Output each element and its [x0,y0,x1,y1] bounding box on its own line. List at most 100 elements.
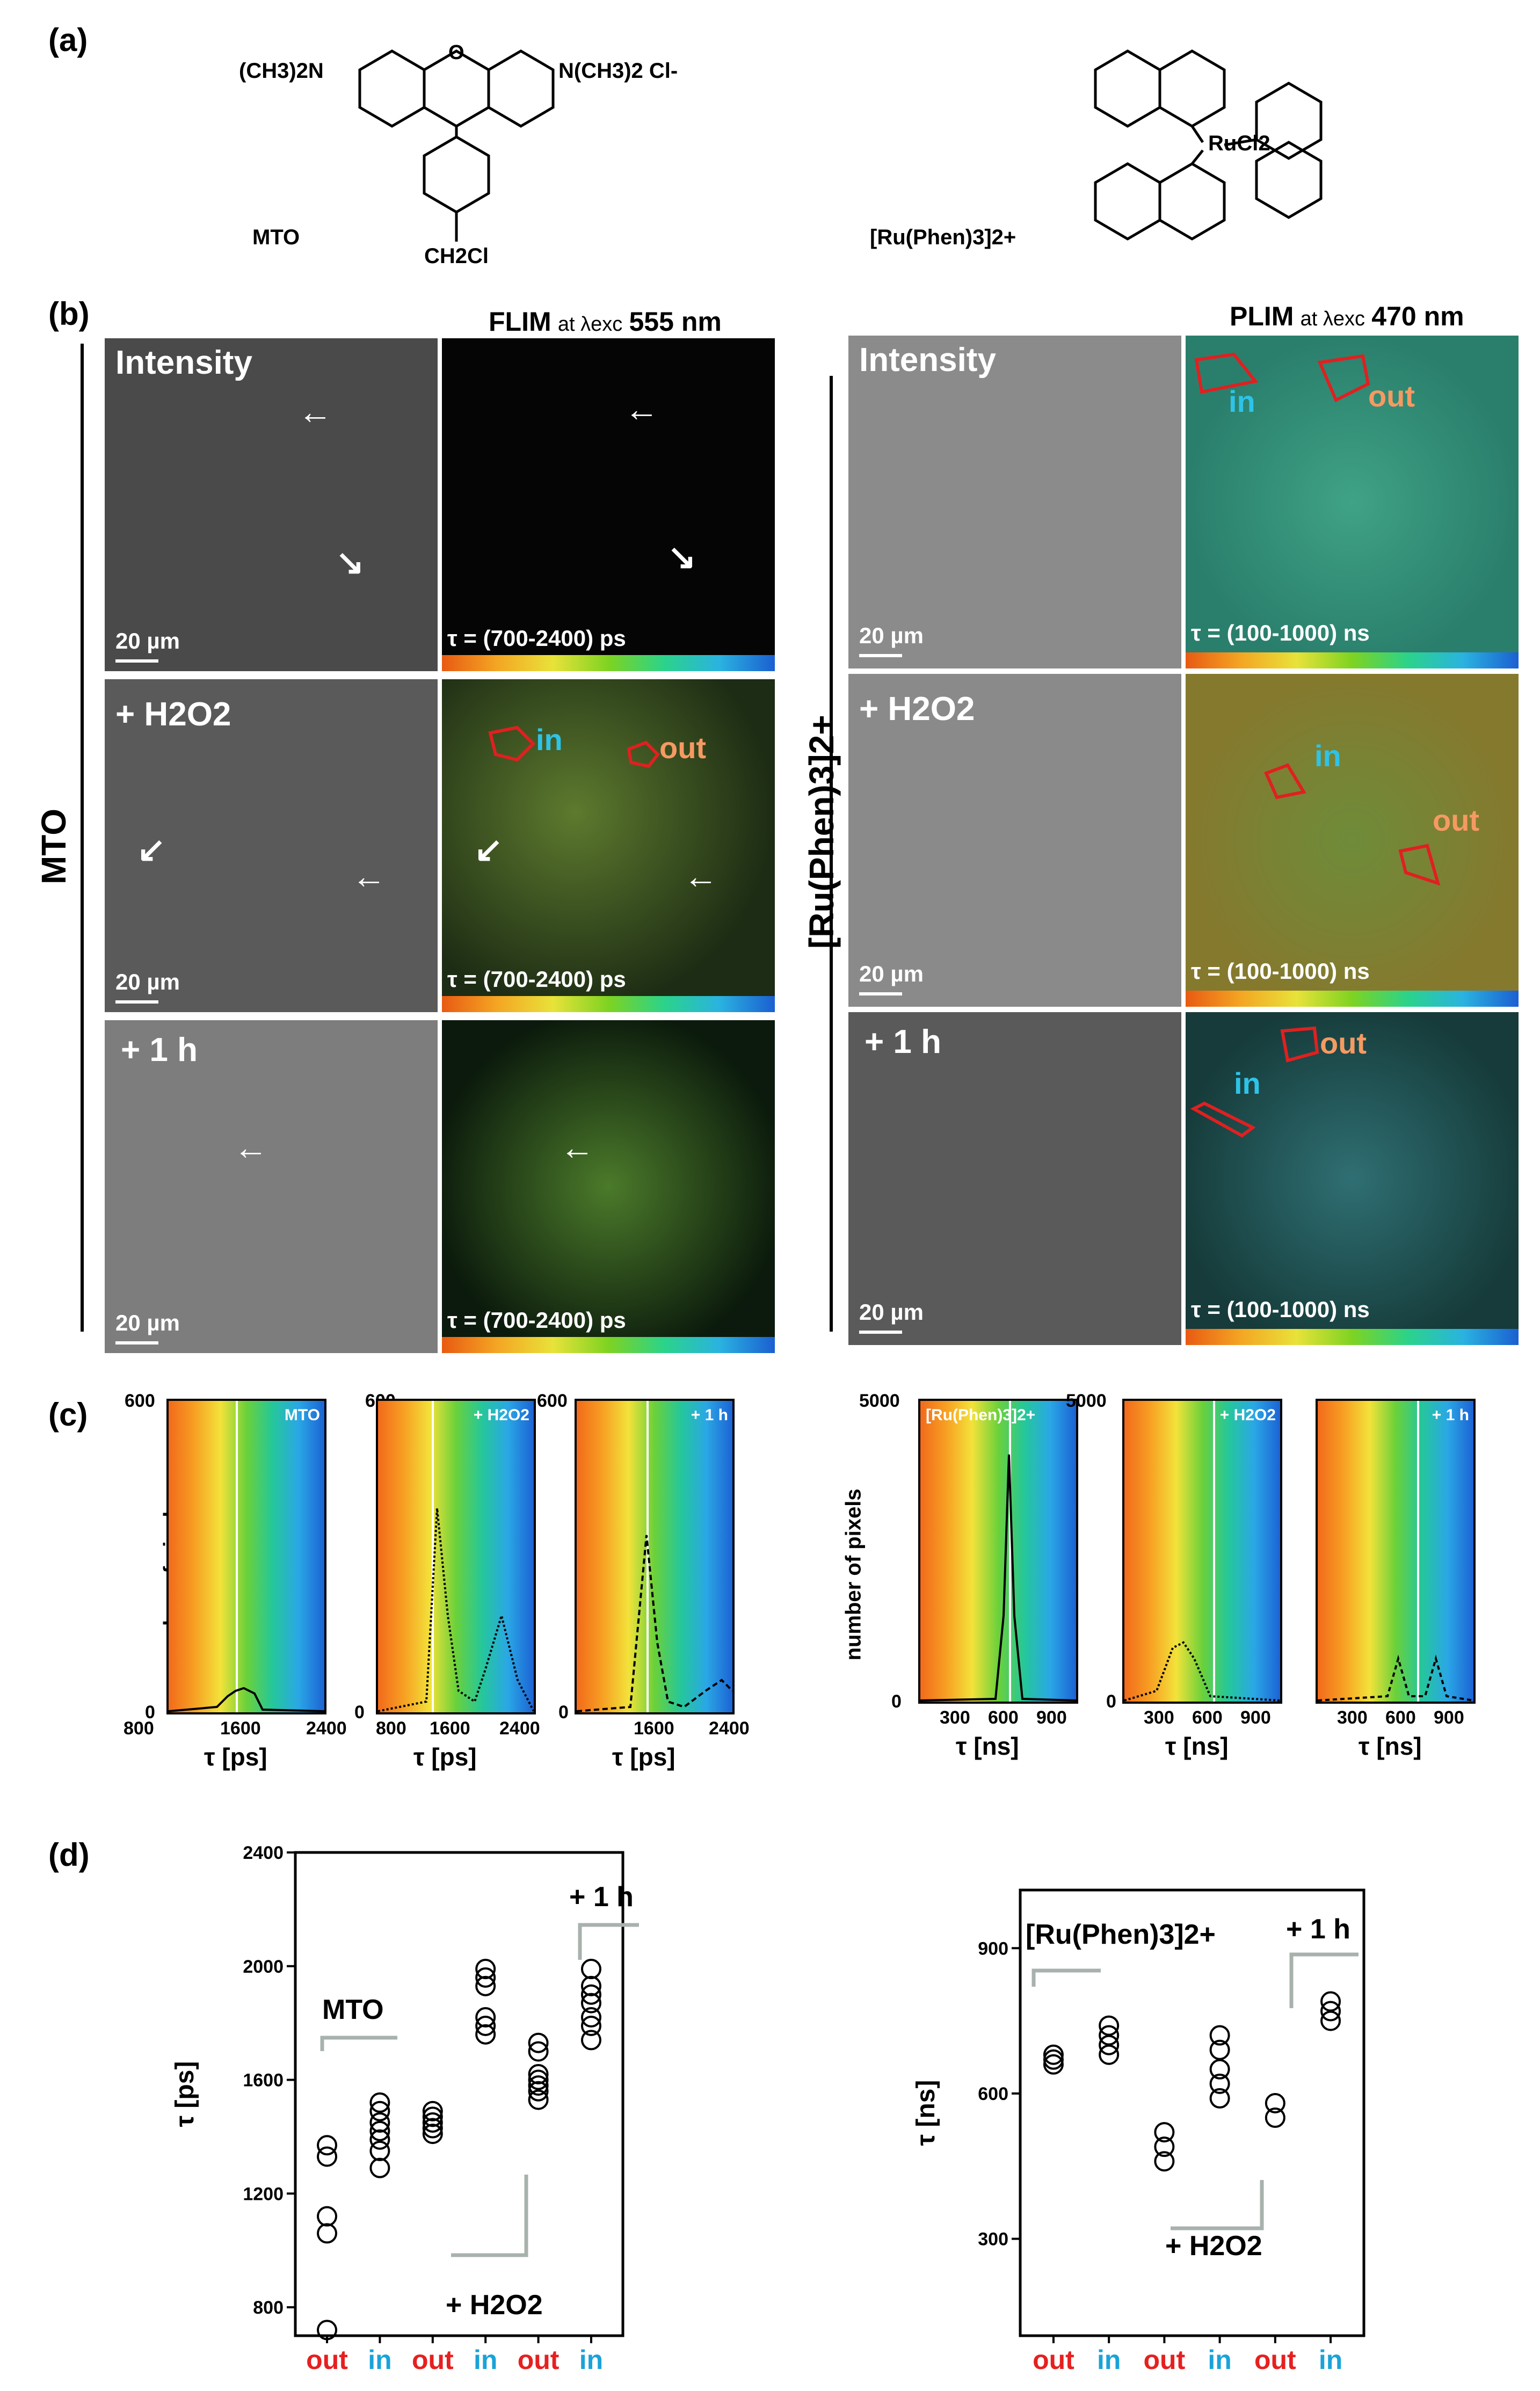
hist-right-ymax-2: 5000 [1066,1391,1107,1411]
xtick: 2400 [709,1718,750,1739]
xtick: 1600 [430,1718,470,1739]
row-label-1h: + 1 h [121,1031,198,1069]
data-point [1099,2015,1120,2036]
hist-right-title-3: + 1 h [1432,1406,1469,1424]
ru-plim-panel-1: in out τ = (100-1000) ns [1186,336,1519,668]
scale-bar [115,1341,158,1345]
left-group-line [81,344,84,1332]
ytick-label: 300 [978,2229,1008,2250]
arrow-icon: ← [298,393,332,431]
tau-range: τ = (100-1000) ns [1191,1297,1370,1322]
row-label-intensity: Intensity [859,341,996,379]
roi-out-marker [1398,844,1441,886]
xtick: 800 [376,1718,406,1739]
plot-frame [1019,1888,1365,2337]
hist-right-xlabel: τ [ns] [1359,1732,1422,1760]
tau-range: τ = (100-1000) ns [1191,958,1370,984]
data-point [475,2007,496,2028]
data-point [1099,2034,1120,2055]
arrow-icon: ← [234,1128,268,1167]
data-point [580,2030,601,2051]
group-label: + H2O2 [1165,2230,1262,2262]
panel-label-b: (b) [48,296,90,332]
data-point [475,1975,496,1996]
roi-out-label: out [1368,379,1415,413]
data-point [1154,2122,1175,2143]
group-label: MTO [322,1994,384,2025]
xtick: 300 [1337,1707,1368,1728]
data-point [317,2146,338,2167]
roi-in-marker [1263,763,1306,800]
panel-label-c: (c) [48,1397,88,1433]
category-label: out [1254,2345,1296,2375]
ru-plim-panel-3: out in τ = (100-1000) ns [1186,1012,1519,1345]
xtick: 600 [1192,1707,1223,1728]
data-point [1154,2151,1175,2172]
hist-right-3: + 1 h [1316,1399,1476,1704]
xtick: 900 [1434,1707,1464,1728]
roi-out-label: out [1433,803,1480,837]
hist-right-ymax: 5000 [859,1391,900,1411]
data-point [369,2120,390,2141]
data-point [580,1959,601,1980]
hist-left-xlabel: τ [ps] [413,1743,477,1771]
plim-header: PLIM at λexc 470 nm [1230,301,1464,332]
xtick: 2400 [306,1718,347,1739]
mto-substituent: CH2Cl [424,244,489,268]
xtick: 1600 [220,1718,261,1739]
hist-left-3: + 1 h [575,1399,735,1714]
data-point [1099,2025,1120,2046]
y-axis-label: τ [ns] [912,2080,940,2146]
flim-header-at: at λexc [557,313,623,336]
category-label: in [1097,2345,1121,2375]
group-label: + 1 h [1286,1914,1350,1945]
flim-header-nm: 555 nm [629,307,722,337]
roi-out-label: out [1320,1026,1367,1060]
data-point [369,2129,390,2150]
data-point [528,2063,549,2084]
row-label-h2o2: + H2O2 [115,696,231,733]
category-label: in [368,2345,391,2375]
data-point [528,2032,549,2053]
y-axis-label: τ [ps] [171,2061,199,2127]
data-point [528,2069,549,2090]
tau-range: τ = (700-2400) ps [447,1307,626,1333]
hist-right-title-2: + H2O2 [1219,1406,1276,1424]
group-label: + H2O2 [446,2290,543,2321]
data-point [528,2041,549,2062]
data-point [580,2007,601,2028]
roi-in-marker [1194,352,1259,394]
category-label: in [474,2345,497,2375]
data-point [1209,2059,1230,2080]
roi-in-label: in [1234,1066,1261,1100]
category-label: in [1208,2345,1231,2375]
category-label: in [579,2345,603,2375]
colorbar [1186,652,1519,668]
xtick: 900 [1240,1707,1271,1728]
ytick-label: 800 [253,2298,284,2318]
plim-header-at: at λexc [1300,308,1365,330]
data-point [317,2223,338,2244]
hist-right-ylabel: number of pixels [841,1488,866,1661]
scale-bar [859,992,902,995]
group-label: [Ru(Phen)3]2+ [1026,1919,1216,1950]
arrow-icon: ← [684,857,718,896]
scale-label: 20 µm [859,961,924,986]
data-point [1043,2049,1064,2070]
data-point [369,2092,390,2113]
data-point [369,2101,390,2121]
arrow-icon: ↙ [474,830,503,869]
colorbar [1186,1329,1519,1345]
arrow-icon: ↙ [137,830,166,869]
row-label-intensity: Intensity [115,344,252,381]
colorbar [442,996,775,1012]
hist-left-ymin-3: 0 [558,1702,569,1723]
data-point [317,2206,338,2227]
data-point [1320,2010,1341,2031]
xtick: 1600 [634,1718,674,1739]
roi-out-marker [1280,1026,1319,1063]
mto-flim-panel-2: in out ↙ ← τ = (700-2400) ps [442,679,775,1012]
plim-header-nm: 470 nm [1371,301,1464,331]
hist-right-title-1: [Ru(Phen)3]2+ [926,1406,1036,1424]
